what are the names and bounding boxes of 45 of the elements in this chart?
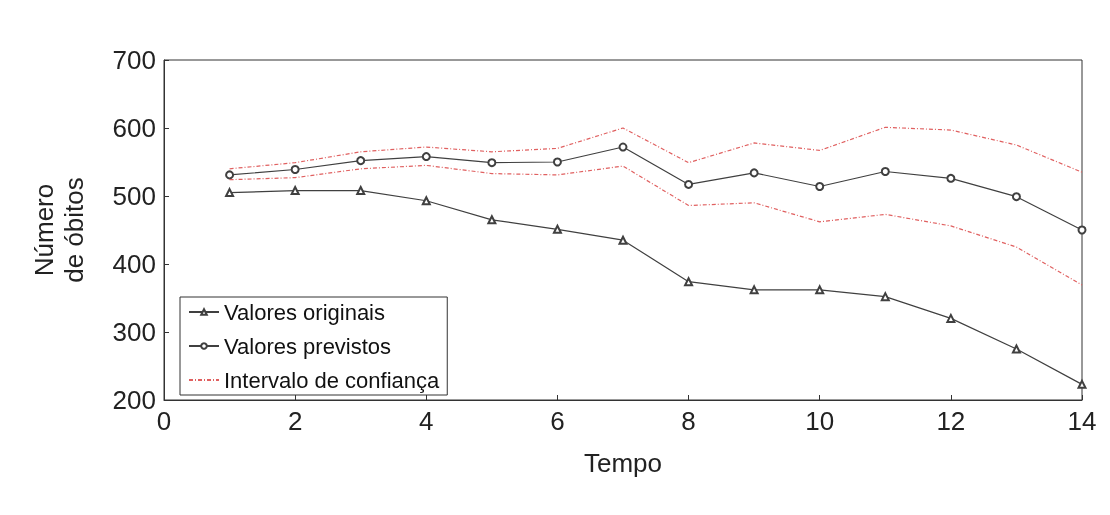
x-tick-label: 12 [936, 406, 966, 436]
point [487, 158, 497, 168]
y-axis-title: Número de óbitos [29, 177, 89, 283]
y-tick-label: 500 [112, 181, 156, 211]
point [356, 156, 366, 166]
point [1077, 379, 1087, 389]
x-axis-title: Tempo [583, 448, 663, 478]
point [815, 285, 825, 295]
x-tick-label: 0 [156, 406, 172, 436]
x-tick-label: 6 [550, 406, 565, 436]
x-tick-label: 10 [805, 406, 835, 436]
point [946, 173, 956, 183]
point [749, 285, 759, 295]
point [487, 215, 497, 225]
point [618, 142, 628, 152]
legend-label: Intervalo de confiança [224, 367, 441, 393]
point [421, 196, 431, 206]
x-tick-label: 4 [419, 406, 434, 436]
point [552, 224, 562, 234]
point [1011, 344, 1021, 354]
point [880, 292, 890, 302]
y-tick-label: 200 [112, 385, 156, 415]
x-tick-label: 14 [1067, 406, 1097, 436]
x-tick-label: 8 [681, 406, 696, 436]
point [290, 164, 300, 174]
x-tick-label: 2 [287, 406, 303, 436]
point [815, 181, 825, 191]
point [618, 235, 628, 245]
y-tick-label: 600 [112, 113, 156, 143]
point [552, 157, 562, 167]
y-tick-label: 300 [112, 317, 156, 347]
point [1011, 192, 1021, 202]
point [421, 152, 431, 162]
point [225, 188, 235, 198]
point [1077, 225, 1087, 235]
legend-label: Valores originais [224, 299, 386, 325]
point [684, 179, 694, 189]
legend-label: Valores previstos [224, 333, 392, 359]
y-tick-label: 700 [112, 45, 156, 75]
y-tick-label: 400 [112, 249, 156, 279]
point [946, 313, 956, 323]
point [749, 168, 759, 178]
point [880, 167, 890, 177]
point [684, 277, 694, 287]
point [225, 170, 235, 180]
